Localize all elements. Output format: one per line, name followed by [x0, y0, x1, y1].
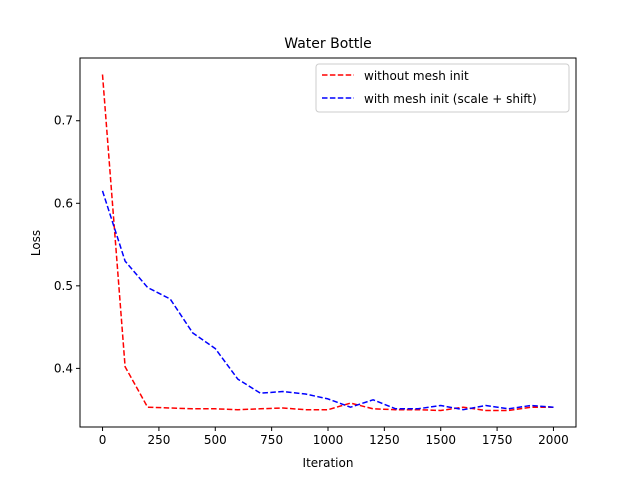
- x-axis-label: Iteration: [303, 456, 354, 470]
- x-axis: 0 250 500 750 1000 1250 1500 1750 2000: [99, 427, 569, 447]
- x-tick-label: 1500: [425, 433, 456, 447]
- x-tick-label: 0: [99, 433, 107, 447]
- x-tick-label: 1250: [369, 433, 400, 447]
- legend: without mesh init with mesh init (scale …: [315, 63, 570, 113]
- y-tick-label: 0.7: [54, 114, 73, 128]
- legend-box: [315, 63, 570, 113]
- series-layer: [101, 74, 554, 412]
- x-tick-label: 1750: [482, 433, 513, 447]
- y-axis: 0.4 0.5 0.6 0.7: [54, 114, 80, 375]
- x-tick-label: 750: [260, 433, 283, 447]
- x-tick-label: 250: [147, 433, 170, 447]
- y-tick-label: 0.4: [54, 361, 73, 375]
- legend-label-with-mesh-init: with mesh init (scale + shift): [364, 92, 537, 106]
- y-tick-label: 0.6: [54, 196, 73, 210]
- y-axis-label: Loss: [29, 230, 43, 256]
- legend-label-without-mesh-init: without mesh init: [364, 69, 469, 83]
- series-line-with-mesh-init: [101, 190, 554, 411]
- series-line-without-mesh-init: [101, 74, 554, 412]
- chart-title: Water Bottle: [284, 36, 372, 52]
- x-tick-label: 2000: [538, 433, 569, 447]
- x-tick-label: 500: [204, 433, 227, 447]
- y-tick-label: 0.5: [54, 279, 73, 293]
- x-tick-label: 1000: [313, 433, 344, 447]
